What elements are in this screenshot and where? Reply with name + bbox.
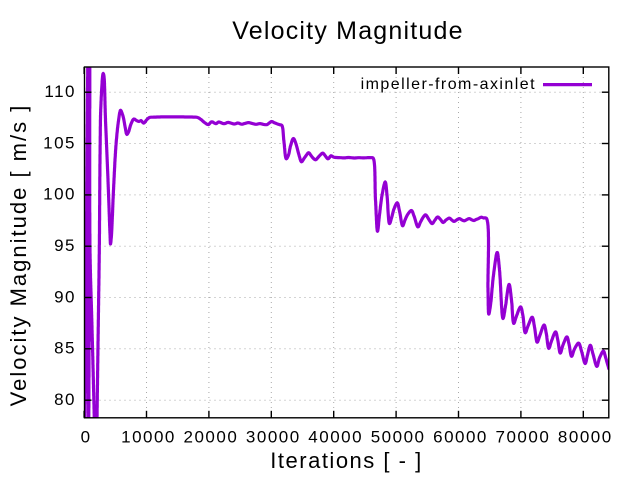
svg-text:Velocity Magnitude: Velocity Magnitude <box>232 17 463 45</box>
svg-text:105: 105 <box>43 133 76 152</box>
svg-text:80000: 80000 <box>558 428 613 447</box>
svg-text:40000: 40000 <box>308 428 363 447</box>
svg-text:110: 110 <box>44 82 76 101</box>
svg-text:20000: 20000 <box>184 428 239 447</box>
svg-text:0: 0 <box>81 428 92 447</box>
svg-text:50000: 50000 <box>371 428 426 447</box>
svg-text:95: 95 <box>54 236 76 255</box>
svg-text:Iterations [ - ]: Iterations [ - ] <box>270 448 422 473</box>
svg-text:30000: 30000 <box>246 428 301 447</box>
svg-text:90: 90 <box>54 287 76 306</box>
svg-text:70000: 70000 <box>496 428 551 447</box>
svg-text:impeller-from-axinlet: impeller-from-axinlet <box>361 76 536 93</box>
svg-text:Velocity Magnitude [ m/s ]: Velocity Magnitude [ m/s ] <box>6 104 31 407</box>
svg-text:60000: 60000 <box>433 428 488 447</box>
svg-text:80: 80 <box>54 390 76 409</box>
svg-text:100: 100 <box>43 185 76 204</box>
svg-text:10000: 10000 <box>121 428 176 447</box>
svg-text:85: 85 <box>54 339 76 358</box>
